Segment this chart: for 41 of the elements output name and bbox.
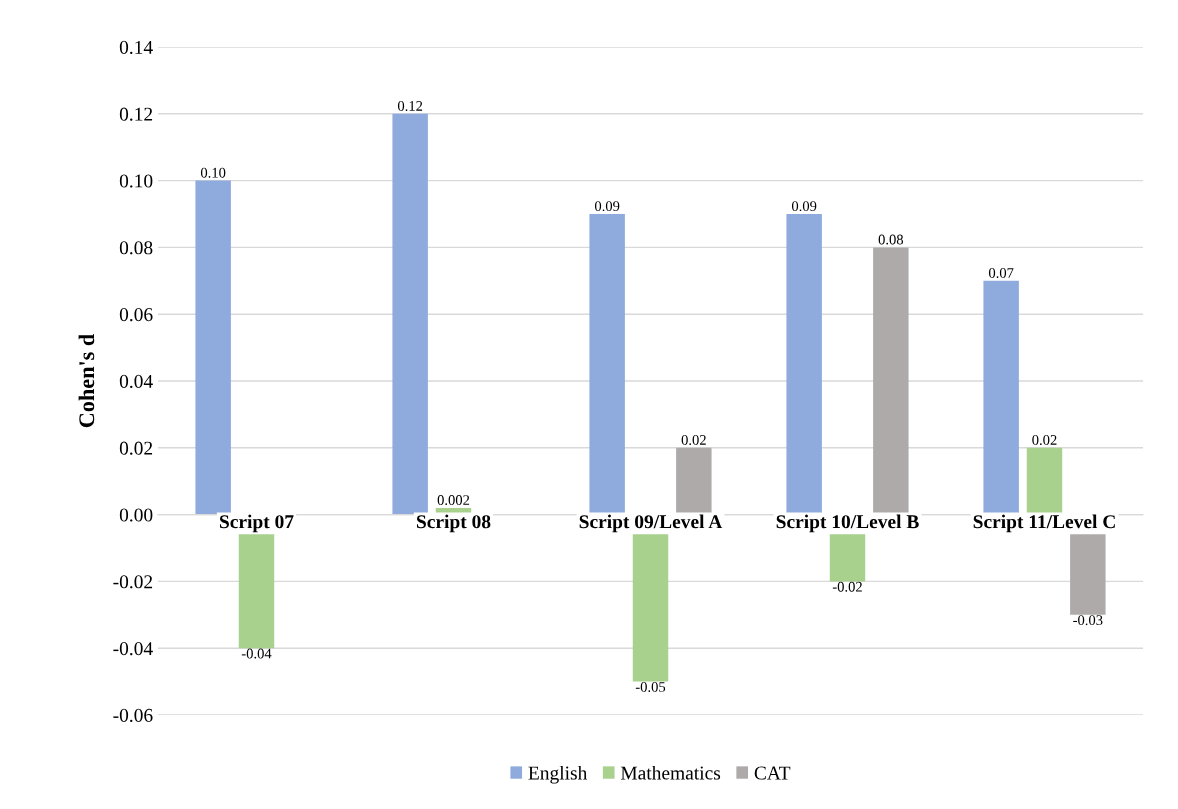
x-tick-label: Script 09/Level A — [579, 514, 723, 533]
data-label: -0.05 — [635, 682, 666, 692]
y-tick-label: -0.02 — [113, 575, 153, 589]
x-tick-label: Script 11/Level C — [973, 514, 1115, 533]
y-tick-label: -0.04 — [113, 642, 153, 656]
y-tick-label: 0.12 — [119, 107, 153, 121]
y-tick-label: 0.10 — [119, 174, 153, 188]
bar — [195, 180, 231, 515]
data-label: 0.002 — [437, 495, 470, 506]
bar — [983, 280, 1019, 515]
x-tick-label: Script 10/Level B — [776, 514, 919, 533]
y-tick-label: 0.04 — [119, 374, 153, 389]
y-tick-label: 0.08 — [119, 241, 153, 255]
bar — [392, 113, 428, 515]
bar — [1026, 447, 1063, 515]
y-axis-title: Cohen's d — [78, 334, 95, 428]
y-tick-label: 0.00 — [119, 508, 153, 522]
data-label: 0.07 — [988, 268, 1014, 278]
data-label: 0.02 — [681, 435, 706, 445]
data-label: -0.04 — [241, 648, 272, 659]
legend-label: CAT — [754, 766, 791, 780]
bar — [589, 214, 625, 515]
data-label: 0.09 — [791, 201, 817, 212]
bar — [873, 247, 909, 515]
bar — [676, 447, 712, 515]
y-tick-label: -0.06 — [113, 708, 153, 723]
legend-label: English — [528, 765, 588, 784]
legend-label: Mathematics — [620, 765, 721, 780]
data-label: 0.02 — [1032, 435, 1057, 445]
y-tick-label: 0.02 — [119, 441, 153, 455]
bar — [786, 214, 822, 515]
x-tick-label: Script 08 — [417, 514, 491, 533]
y-tick-label: 0.14 — [119, 40, 153, 55]
data-label: -0.02 — [832, 581, 862, 592]
data-label: 0.08 — [878, 234, 904, 245]
y-tick-label: 0.06 — [119, 308, 153, 322]
data-label: 0.12 — [397, 101, 423, 111]
data-label: 0.09 — [594, 201, 620, 212]
data-label: 0.10 — [200, 167, 226, 178]
x-tick-label: Script 07 — [220, 514, 294, 533]
data-label: -0.03 — [1073, 615, 1103, 626]
